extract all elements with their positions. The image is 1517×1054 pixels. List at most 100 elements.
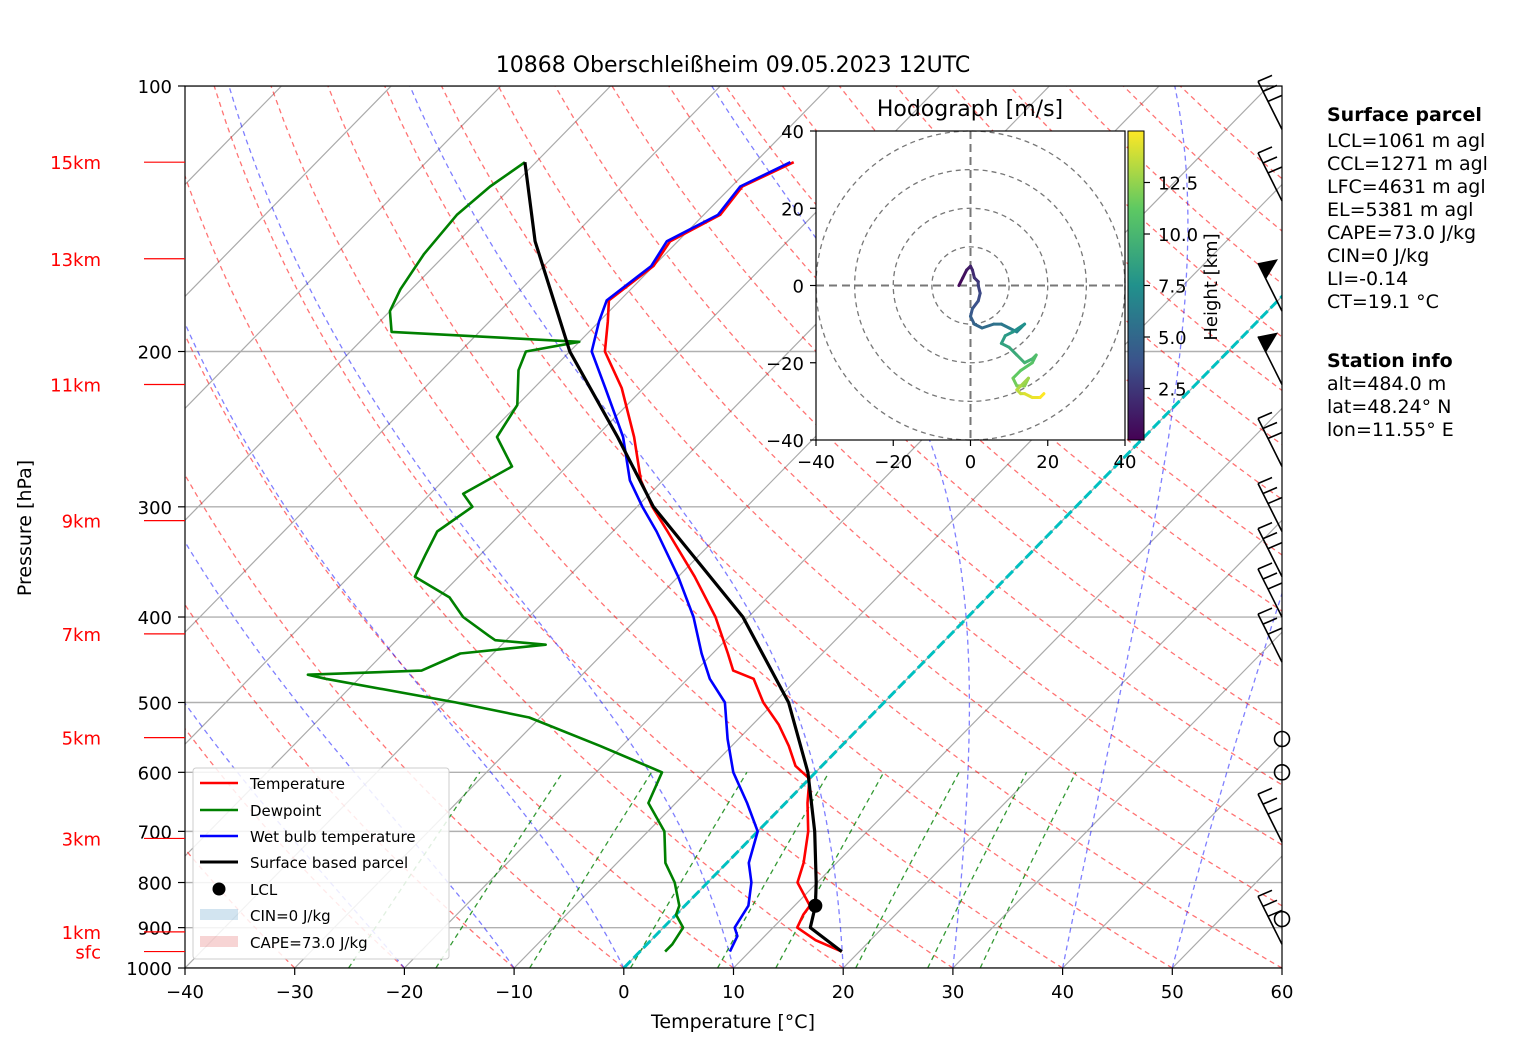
surface-parcel-line: LI=-0.14	[1327, 268, 1408, 290]
surface-parcel-title: Surface parcel	[1327, 104, 1482, 126]
hodograph-ring	[892, 207, 1049, 364]
hodograph-segment	[970, 299, 980, 311]
hodograph-segment	[1019, 376, 1030, 388]
wind-barb-shaft	[1257, 613, 1283, 663]
wind-barb	[1257, 146, 1283, 202]
wind-barb-flag	[1267, 807, 1283, 815]
x-tick-label: −30	[276, 982, 314, 1003]
wind-barb	[1257, 521, 1283, 578]
surface-parcel-line: LCL=1061 m agl	[1327, 130, 1485, 152]
wind-barb-flag	[1267, 909, 1283, 918]
x-axis-label: Temperature [°C]	[650, 1011, 815, 1033]
colorbar-tick-label: 5.0	[1158, 328, 1187, 349]
y-tick-label: 100	[138, 77, 172, 98]
hodograph-trace	[957, 264, 1046, 400]
hodograph-segment	[1007, 345, 1019, 357]
wind-barb	[1257, 476, 1283, 532]
hodograph-ticks: −40 −20 0 20 40 40 20 0 −20 −40	[766, 122, 1136, 473]
height-label: 7km	[62, 625, 101, 646]
wind-barb-flag	[1257, 787, 1273, 795]
moist-adiabat-line	[1061, 86, 1189, 968]
surface-parcel-line: CCL=1271 m agl	[1327, 153, 1488, 175]
isotherm-line	[185, 86, 721, 634]
isotherm-line	[952, 631, 1282, 968]
hodograph-x-tick-label: 40	[1114, 452, 1137, 473]
wind-barb-flag	[1262, 572, 1278, 580]
wind-barb-shaft	[1257, 483, 1283, 532]
wind-barb-flag	[1262, 84, 1278, 93]
zero-isotherm	[622, 294, 1282, 968]
height-label: 9km	[62, 512, 101, 533]
surface-parcel-line: LFC=4631 m agl	[1327, 176, 1486, 198]
legend-label-dewpoint: Dewpoint	[250, 802, 321, 820]
wind-barb	[1257, 332, 1283, 385]
y-tick-label: 600	[138, 763, 172, 784]
dry-adiabat-line	[327, 86, 1173, 968]
hodograph-segment	[1019, 361, 1034, 372]
colorbar-tick-label: 10.0	[1158, 225, 1198, 246]
y-tick-label: 200	[138, 343, 172, 364]
wind-barb-pennant	[1258, 332, 1278, 353]
wind-barb-flag	[1262, 421, 1278, 430]
x-axis-ticks: −40 −30 −20 −10 0 10 20 30 40 50 60	[166, 968, 1293, 1003]
dry-adiabat-line	[213, 86, 954, 968]
mixing-ratio-line	[775, 771, 885, 968]
moist-adiabat-line	[409, 86, 844, 968]
legend-label-temperature: Temperature	[249, 775, 345, 793]
y-tick-label: 300	[138, 498, 172, 519]
station-info-title: Station info	[1327, 350, 1453, 372]
x-tick-label: 60	[1271, 982, 1294, 1003]
hodograph-segment	[1011, 322, 1027, 334]
lcl-marker	[808, 898, 823, 913]
wind-barb-calm	[1273, 730, 1291, 748]
dry-adiabat-line	[838, 86, 1282, 501]
wind-barbs	[1257, 74, 1291, 945]
wind-barb	[1257, 411, 1283, 467]
surface-parcel-line: CT=19.1 °C	[1327, 291, 1439, 313]
x-tick-label: 30	[941, 982, 964, 1003]
wind-barb-flag	[1257, 889, 1273, 898]
x-tick-label: −40	[166, 982, 204, 1003]
x-tick-label: 50	[1161, 982, 1184, 1003]
hodograph-y-tick-label: −40	[766, 431, 804, 452]
legend: Temperature Dewpoint Wet bulb temperatur…	[192, 767, 450, 960]
wind-barb-calm	[1273, 910, 1291, 928]
mixing-ratio-line	[979, 772, 1077, 968]
colorbar-tick-label: 7.5	[1158, 277, 1187, 298]
wind-barb-flag	[1262, 156, 1278, 164]
x-tick-label: 20	[832, 982, 855, 1003]
wind-barb-shaft	[1257, 152, 1283, 202]
sounding-series	[306, 161, 843, 953]
isotherm-line	[1062, 743, 1282, 968]
isotherm-line	[185, 86, 502, 410]
colorbar-tick-label: 12.5	[1158, 174, 1198, 195]
y-tick-label: 700	[138, 822, 172, 843]
wind-barb-shaft	[1257, 81, 1283, 130]
height-label: 13km	[50, 250, 101, 271]
dry-adiabat-line	[185, 473, 625, 968]
hodograph-y-tick-label: 20	[781, 199, 804, 220]
y-tick-label: 500	[138, 693, 172, 714]
moist-adiabat-line	[711, 86, 971, 968]
wind-barb-flag	[1267, 431, 1283, 440]
dry-adiabat-line	[384, 86, 1282, 968]
mixing-ratio-line	[435, 771, 564, 968]
wind-barb-flag	[1262, 797, 1278, 805]
surface-parcel-line: CAPE=73.0 J/kg	[1327, 222, 1476, 244]
wind-barb-flag	[1257, 74, 1273, 83]
chart-title: 10868 Oberschleißheim 09.05.2023 12UTC	[496, 53, 971, 78]
wind-barb	[1257, 562, 1283, 618]
temperature-line	[603, 161, 843, 953]
moist-adiabat-lines	[185, 86, 1282, 968]
wind-barb-flag	[1257, 411, 1273, 420]
dry-adiabat-line	[185, 174, 844, 968]
x-tick-label: −10	[495, 982, 533, 1003]
colorbar	[1127, 130, 1145, 441]
station-info-line: lat=48.24° N	[1327, 396, 1451, 418]
colorbar-ticks: 2.5 5.0 7.5 10.0 12.5	[1144, 174, 1198, 401]
wind-barb-shaft	[1257, 418, 1283, 467]
y-tick-label: 1000	[126, 959, 172, 980]
hodograph-x-tick-label: 0	[965, 452, 976, 473]
height-label: sfc	[75, 943, 101, 964]
